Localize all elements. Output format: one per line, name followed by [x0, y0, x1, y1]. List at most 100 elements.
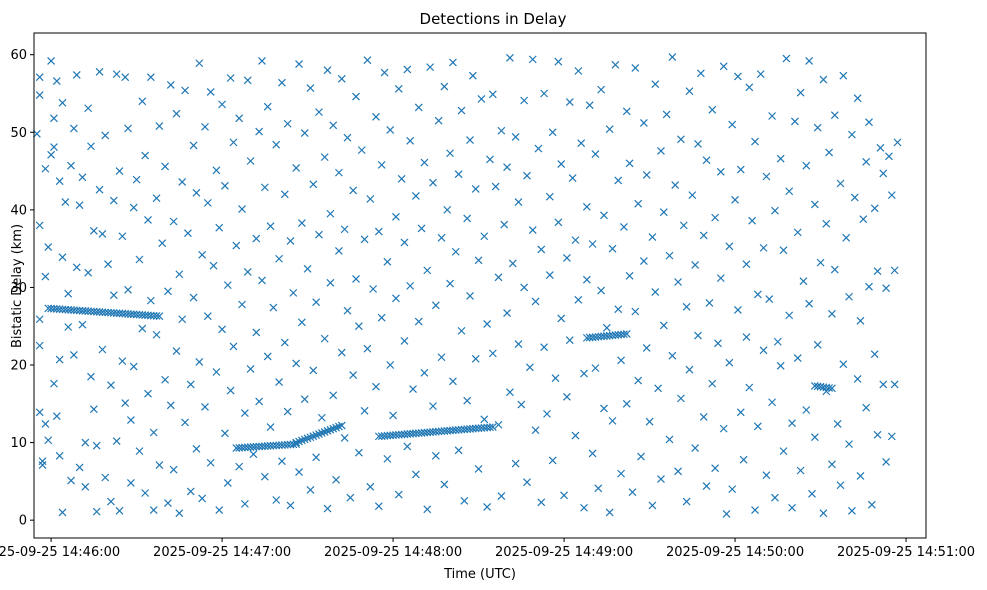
- data-point: [577, 139, 586, 148]
- data-point: [665, 251, 674, 260]
- data-point: [622, 330, 631, 338]
- data-point: [514, 340, 523, 348]
- data-point: [716, 274, 725, 283]
- data-point: [651, 288, 660, 297]
- data-point: [785, 187, 794, 196]
- data-point: [78, 173, 87, 182]
- data-point: [226, 386, 235, 395]
- data-point: [702, 156, 711, 165]
- data-point: [434, 116, 443, 125]
- data-point: [164, 499, 172, 508]
- data-point: [35, 73, 44, 82]
- data-point: [112, 437, 121, 445]
- data-point: [574, 67, 583, 75]
- data-point: [608, 244, 617, 253]
- data-point: [55, 451, 64, 460]
- data-point: [417, 224, 426, 233]
- data-point: [639, 257, 648, 265]
- data-point: [668, 53, 677, 61]
- data-point: [335, 168, 343, 177]
- data-point: [833, 420, 842, 428]
- data-point: [149, 428, 158, 437]
- data-point: [67, 161, 75, 170]
- data-point: [847, 130, 856, 139]
- data-point: [614, 305, 623, 314]
- data-point: [363, 56, 372, 65]
- data-point: [349, 186, 358, 195]
- data-point: [354, 448, 363, 457]
- data-point: [181, 418, 189, 427]
- data-point: [300, 395, 309, 404]
- data-point: [240, 409, 249, 418]
- data-point: [802, 406, 811, 414]
- data-point: [315, 108, 323, 117]
- data-point: [494, 273, 503, 282]
- data-point: [366, 482, 375, 491]
- data-point: [349, 371, 358, 380]
- data-point: [708, 105, 717, 114]
- data-point: [500, 220, 509, 229]
- data-point: [121, 399, 130, 407]
- data-point: [229, 342, 238, 351]
- data-point: [571, 431, 580, 440]
- data-point: [808, 489, 816, 498]
- data-point: [617, 469, 625, 478]
- data-point: [115, 506, 124, 515]
- data-point: [471, 184, 480, 193]
- data-point: [255, 127, 264, 136]
- data-point: [839, 71, 848, 80]
- data-point: [129, 203, 138, 212]
- data-point: [280, 190, 289, 199]
- data-point: [773, 337, 782, 346]
- data-point: [611, 60, 620, 69]
- data-point: [58, 253, 67, 262]
- data-point: [132, 175, 141, 184]
- data-point: [104, 260, 113, 269]
- data-point: [64, 323, 73, 331]
- data-point: [893, 138, 902, 147]
- data-point: [531, 426, 540, 435]
- data-point: [699, 231, 708, 240]
- data-point: [426, 63, 435, 72]
- data-point: [828, 309, 836, 318]
- data-point: [736, 408, 745, 417]
- data-point: [480, 232, 489, 241]
- data-point: [55, 177, 64, 186]
- data-point: [429, 402, 437, 411]
- data-point: [742, 333, 751, 342]
- data-point: [839, 360, 848, 369]
- data-point: [155, 122, 164, 131]
- data-point: [762, 172, 771, 181]
- data-point: [260, 183, 269, 192]
- data-point: [129, 362, 138, 371]
- data-point: [138, 97, 147, 106]
- data-point: [733, 306, 742, 314]
- data-point: [887, 191, 896, 200]
- data-point: [392, 294, 400, 303]
- data-point: [748, 216, 757, 225]
- data-point: [372, 112, 380, 121]
- data-point: [266, 423, 275, 431]
- data-point: [275, 254, 284, 263]
- data-point: [637, 452, 645, 461]
- data-point: [551, 374, 560, 383]
- data-point: [195, 357, 204, 366]
- data-point: [600, 211, 608, 220]
- data-point: [240, 499, 249, 508]
- data-point: [486, 155, 494, 164]
- data-point: [691, 444, 700, 452]
- data-point: [215, 223, 224, 232]
- data-point: [366, 195, 375, 203]
- data-point: [483, 503, 492, 511]
- data-point: [144, 216, 152, 224]
- data-point: [423, 266, 432, 275]
- data-point: [676, 135, 685, 144]
- data-point: [392, 212, 400, 221]
- data-point: [580, 503, 588, 512]
- data-point: [796, 466, 805, 475]
- data-point: [819, 75, 828, 84]
- data-point: [144, 389, 152, 398]
- data-point: [785, 311, 794, 320]
- data-point: [796, 88, 805, 97]
- data-point: [457, 106, 466, 115]
